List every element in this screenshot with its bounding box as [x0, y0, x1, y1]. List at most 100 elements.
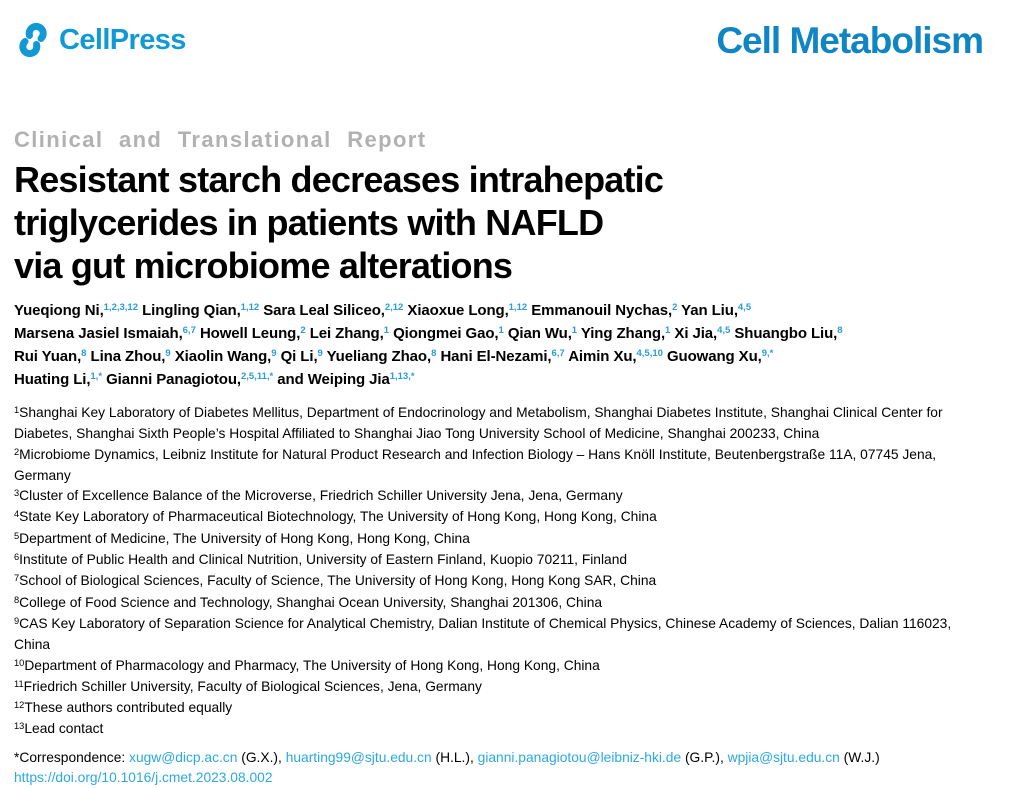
- title-line: via gut microbiome alterations: [14, 245, 513, 286]
- correspondence-text: (H.L.),: [431, 749, 478, 765]
- email-link[interactable]: gianni.panagiotou@leibniz-hki.de: [477, 749, 682, 765]
- author-superscript: 4,5: [737, 302, 752, 313]
- author-name: Yueliang Zhao,: [326, 348, 432, 365]
- affiliation-superscript: 10: [14, 657, 25, 668]
- author-superscript: 1,2,3,12: [103, 302, 138, 313]
- title-line: Resistant starch decreases intrahepatic: [14, 159, 664, 200]
- author-superscript: 9: [271, 348, 277, 359]
- author-superscript: 1: [498, 325, 504, 336]
- author-superscript: 8: [837, 325, 843, 336]
- author-name: Hani El-Nezami,: [440, 348, 552, 365]
- author-superscript: 2,5,11,*: [240, 371, 274, 382]
- author-name: Marsena Jasiel Ismaiah,: [14, 325, 183, 342]
- author-name: Qi Li,: [280, 348, 318, 365]
- correspondence-text: (G.P.),: [681, 749, 728, 765]
- affiliation-item: 3Cluster of Excellence Balance of the Mi…: [14, 488, 623, 504]
- affiliation-item: 5Department of Medicine, The University …: [14, 530, 470, 546]
- author-name: Rui Yuan,: [14, 348, 82, 365]
- author-superscript: 9,*: [761, 348, 774, 359]
- author-name: Gianni Panagiotou,: [106, 371, 241, 388]
- author-name: Xi Jia,: [674, 325, 718, 342]
- author-name: Lina Zhou,: [90, 348, 166, 365]
- author-superscript: 8: [81, 348, 87, 359]
- author-superscript: 1,13,*: [389, 371, 415, 382]
- author-name: Xiaolin Wang,: [174, 348, 272, 365]
- author-line: Marsena Jasiel Ismaiah,6,7 Howell Leung,…: [14, 323, 985, 346]
- author-line: Yueqiong Ni,1,2,3,12 Lingling Qian,1,12 …: [14, 300, 985, 323]
- author-name: Xiaoxue Long,: [407, 302, 509, 319]
- author-list: Yueqiong Ni,1,2,3,12 Lingling Qian,1,12 …: [14, 300, 985, 392]
- affiliation-superscript: 6: [14, 552, 20, 563]
- author-name: Yueqiong Ni,: [14, 302, 104, 319]
- author-superscript: 4,5,10: [636, 348, 663, 359]
- affiliation-item: 2Microbiome Dynamics, Leibniz Institute …: [14, 446, 937, 483]
- affiliation-item: 13Lead contact: [14, 721, 104, 737]
- author-superscript: 2: [300, 325, 306, 336]
- affiliation-superscript: 3: [14, 488, 20, 499]
- author-superscript: 1,12: [240, 302, 260, 313]
- affiliation-item: 4State Key Laboratory of Pharmaceutical …: [14, 509, 657, 525]
- author-name: Qian Wu,: [507, 325, 572, 342]
- author-superscript: 1: [665, 325, 671, 336]
- doi-link[interactable]: https://doi.org/10.1016/j.cmet.2023.08.0…: [14, 770, 273, 786]
- affiliation-superscript: 13: [14, 721, 25, 732]
- affiliation-superscript: 1: [14, 405, 20, 415]
- affiliation-item: 7School of Biological Sciences, Faculty …: [14, 573, 657, 589]
- affiliation-item: 9CAS Key Laboratory of Separation Scienc…: [14, 615, 952, 653]
- author-superscript: 9: [165, 348, 171, 359]
- correspondence-text: (G.X.),: [237, 749, 286, 765]
- cellpress-logo-icon: [14, 21, 52, 59]
- author-superscript: 1,12: [508, 302, 528, 313]
- affiliation-superscript: 4: [14, 509, 20, 520]
- author-superscript: 6,7: [182, 325, 196, 336]
- author-name: Howell Leung,: [199, 325, 301, 342]
- author-name: Shuangbo Liu,: [734, 325, 838, 342]
- author-name: Aimin Xu,: [568, 348, 637, 365]
- journal-title: Cell Metabolism: [716, 20, 984, 61]
- correspondence-line: *Correspondence: xugw@dicp.ac.cn (G.X.),…: [14, 748, 985, 768]
- affiliation-superscript: 2: [14, 446, 20, 457]
- author-name: Huating Li,: [14, 371, 91, 388]
- author-name: Ying Zhang,: [580, 325, 666, 342]
- author-superscript: 1: [571, 325, 578, 336]
- cellpress-brand-link[interactable]: CellPress: [14, 21, 186, 59]
- affiliation-item: 11Friedrich Schiller University, Faculty…: [14, 678, 482, 694]
- email-link[interactable]: xugw@dicp.ac.cn: [129, 749, 238, 765]
- article-header-content: Clinical and Translational Report Resist…: [0, 127, 1009, 788]
- affiliation-superscript: 12: [14, 700, 25, 711]
- author-superscript: 9: [317, 348, 323, 359]
- affiliation-superscript: 5: [14, 530, 20, 541]
- affiliation-superscript: 11: [14, 678, 24, 689]
- author-name: Lei Zhang,: [309, 325, 384, 342]
- affiliation-item: 1Shanghai Key Laboratory of Diabetes Mel…: [14, 405, 943, 442]
- email-link[interactable]: huarting99@sjtu.edu.cn: [285, 749, 432, 765]
- affiliation-superscript: 7: [14, 573, 20, 584]
- author-name: Emmanouil Nychas,: [531, 302, 673, 319]
- affiliation-superscript: 8: [14, 594, 20, 605]
- masthead: CellPress Cell Metabolism: [0, 0, 1009, 67]
- email-link[interactable]: wpjia@sjtu.edu.cn: [727, 749, 840, 765]
- author-superscript: 8: [431, 348, 437, 359]
- affiliation-superscript: 9: [14, 615, 20, 626]
- correspondence-text: (W.J.): [839, 749, 880, 765]
- author-name: Sara Leal Siliceo,: [263, 302, 385, 319]
- author-name: and Weiping Jia: [277, 371, 390, 388]
- author-name: Yan Liu,: [681, 302, 738, 319]
- affiliation-item: 12These authors contributed equally: [14, 700, 233, 716]
- author-superscript: 2: [672, 302, 678, 313]
- affiliation-item: 6Institute of Public Health and Clinical…: [14, 552, 628, 568]
- author-superscript: 4,5: [717, 325, 731, 336]
- affiliation-item: 10Department of Pharmacology and Pharmac…: [14, 657, 600, 673]
- author-name: Qiongmei Gao,: [393, 325, 499, 342]
- author-name: Lingling Qian,: [142, 302, 241, 319]
- doi-line: https://doi.org/10.1016/j.cmet.2023.08.0…: [14, 768, 985, 788]
- author-line: Huating Li,1,* Gianni Panagiotou,2,5,11,…: [14, 369, 985, 392]
- author-superscript: 6,7: [551, 348, 565, 359]
- article-type-label: Clinical and Translational Report: [14, 127, 427, 152]
- article-title: Resistant starch decreases intrahepatic t…: [14, 158, 985, 287]
- title-line: triglycerides in patients with NAFLD: [14, 202, 604, 243]
- affiliation-item: 8College of Food Science and Technology,…: [14, 594, 603, 610]
- author-superscript: 1: [383, 325, 389, 336]
- affiliation-list: 1Shanghai Key Laboratory of Diabetes Mel…: [14, 403, 985, 741]
